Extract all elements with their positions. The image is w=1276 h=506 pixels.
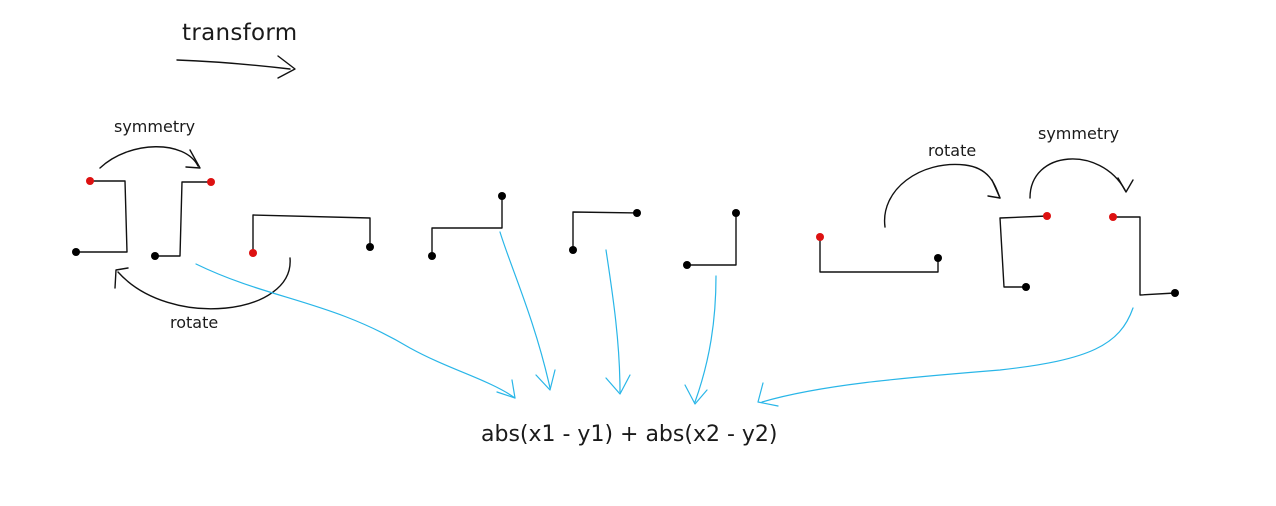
mapping-arrow-2 bbox=[499, 231, 551, 389]
mapping-arrow-3-head bbox=[605, 374, 631, 395]
rotate-label-right: rotate bbox=[928, 141, 977, 160]
endpoint-red bbox=[1109, 213, 1117, 221]
mapping-arrow-5-head bbox=[757, 382, 779, 407]
endpoint bbox=[569, 246, 577, 254]
mapping-arrow-3 bbox=[605, 249, 621, 393]
rotate-arrow-right bbox=[883, 163, 1001, 228]
shape-9 bbox=[1112, 216, 1176, 296]
symmetry-arrow-left bbox=[99, 146, 199, 169]
rotate-arrow-left bbox=[117, 257, 291, 310]
shape-3 bbox=[252, 214, 371, 254]
symmetry-label-left: symmetry bbox=[114, 117, 196, 136]
rotate-label-left: rotate bbox=[170, 313, 219, 332]
shape-7 bbox=[819, 236, 939, 273]
endpoint bbox=[934, 254, 942, 262]
shape-8 bbox=[999, 215, 1048, 288]
shape-2 bbox=[154, 181, 212, 257]
endpoint bbox=[633, 209, 641, 217]
symmetry-arrow-right-head bbox=[1117, 177, 1134, 193]
endpoint bbox=[683, 261, 691, 269]
symmetry-arrow-right bbox=[1029, 158, 1126, 199]
endpoint-red bbox=[86, 177, 94, 185]
shape-1 bbox=[75, 180, 128, 253]
transform-arrow bbox=[176, 59, 291, 70]
mapping-arrow-4-head bbox=[684, 384, 708, 405]
endpoint-red bbox=[816, 233, 824, 241]
rotate-arrow-left-head bbox=[114, 267, 129, 289]
mapping-arrow-5 bbox=[761, 307, 1134, 403]
endpoint bbox=[1171, 289, 1179, 297]
endpoint-red bbox=[249, 249, 257, 257]
title-label: transform bbox=[182, 20, 298, 46]
mapping-arrow-1-head bbox=[496, 379, 516, 399]
mapping-arrow-4 bbox=[694, 275, 717, 403]
formula-label: abs(x1 - y1) + abs(x2 - y2) bbox=[481, 422, 778, 447]
endpoint-red bbox=[207, 178, 215, 186]
shape-5 bbox=[572, 211, 638, 251]
endpoint bbox=[732, 209, 740, 217]
transform-arrow-head bbox=[277, 55, 296, 79]
shape-6 bbox=[686, 212, 737, 266]
endpoint bbox=[151, 252, 159, 260]
endpoint bbox=[1022, 283, 1030, 291]
endpoint-red bbox=[1043, 212, 1051, 220]
endpoint bbox=[428, 252, 436, 260]
mapping-arrow-2-head bbox=[535, 369, 556, 391]
symmetry-arrow-left-head bbox=[185, 149, 201, 169]
mapping-arrow-1 bbox=[195, 263, 516, 399]
endpoint bbox=[498, 192, 506, 200]
endpoint bbox=[72, 248, 80, 256]
endpoint bbox=[366, 243, 374, 251]
shape-4 bbox=[431, 195, 503, 257]
rotate-arrow-right-head bbox=[987, 179, 1001, 199]
symmetry-label-right: symmetry bbox=[1038, 124, 1120, 143]
